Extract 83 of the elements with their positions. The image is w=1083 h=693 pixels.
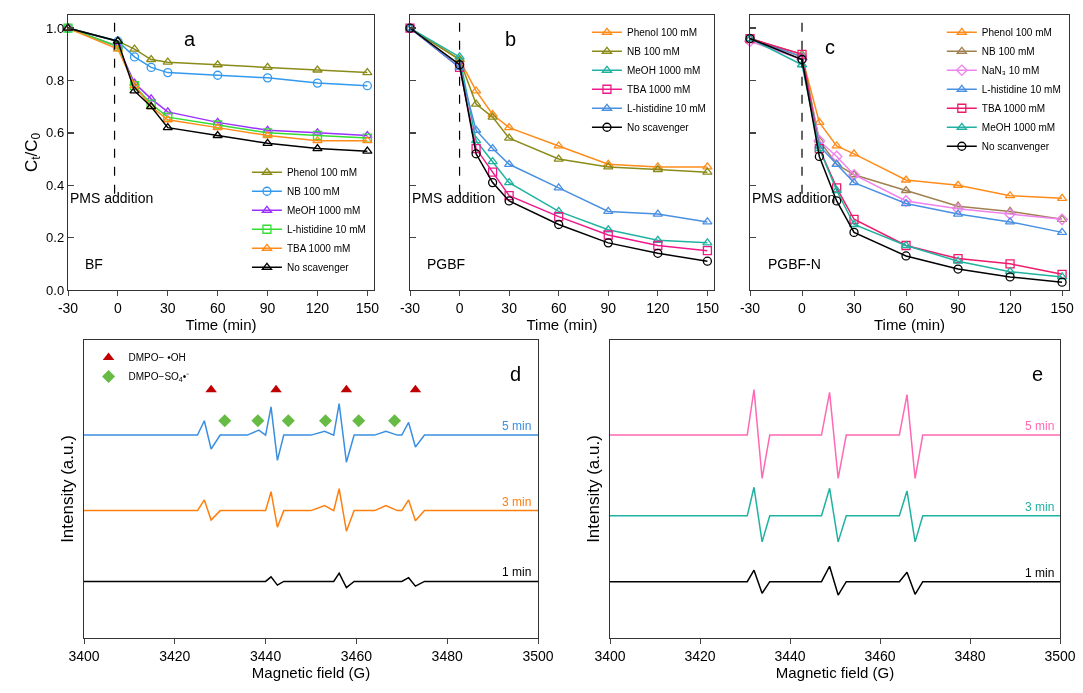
x-tick-label: 3460 [340,648,373,664]
legend-label: No scavenger [286,262,350,274]
x-tick-label: -30 [57,300,79,316]
x-tick-label: 3400 [594,648,626,664]
ref-line-label: PMS addition [412,190,496,206]
x-tick-label: 3480 [954,648,986,664]
x-tick-label: 3480 [431,648,463,664]
x-tick-label: 150 [1050,300,1074,316]
annotation: PGBF [427,256,466,272]
x-tick-label: 120 [646,300,670,316]
x-tick-label: 3500 [1044,648,1076,664]
legend-label: MeOH 1000 mM [981,122,1056,134]
x-tick-label: 3440 [250,648,282,664]
y-tick-label: 0.4 [46,177,65,193]
x-tick-label: -30 [739,300,761,316]
x-tick-label: 30 [159,300,176,316]
x-axis-title: Time (min) [873,316,946,333]
x-axis-title: Time (min) [185,316,257,333]
legend-label: NB 100 mM [626,46,680,58]
x-tick-label: 3420 [159,648,191,664]
series-label: 3 min [1025,500,1055,514]
y-tick-label: 1.0 [46,20,65,36]
legend-label: L-histidine 10 mM [626,103,706,115]
legend-label: TBA 1000 mM [286,243,351,255]
x-tick-label: 0 [113,300,122,316]
y-tick-label: 0.6 [46,125,65,141]
x-tick-label: 60 [898,300,915,316]
legend-label: TBA 1000 mM [626,84,691,96]
y-tick-label: 0.2 [46,230,65,246]
text: d [510,363,522,385]
ref-line-label: PMS addition [70,190,154,206]
legend-label: DMPO−SO$_{4}$•⁻ [128,371,191,384]
legend-label: L-histidine 10 mM [286,224,366,236]
annotation: PGBF-N [768,256,821,272]
x-tick-label: 90 [600,300,617,316]
x-tick-label: 3400 [68,648,100,664]
x-tick-label: 90 [259,300,276,316]
text: e [1032,363,1044,385]
x-tick-label: 0 [798,300,807,316]
legend-label: Phenol 100 mM [981,27,1052,39]
x-tick-label: 120 [998,300,1022,316]
series-label: 1 min [1025,566,1055,580]
x-axis-title: Time (min) [526,316,598,333]
series-label: 3 min [502,495,532,509]
annotation: a [184,28,196,50]
x-tick-label: 150 [355,300,380,316]
annotation: b [505,28,517,50]
series-label: 1 min [502,565,532,579]
x-tick-label: 0 [455,300,464,316]
legend-label: TBA 1000 mM [981,103,1046,115]
x-tick-label: 3500 [522,648,554,664]
x-tick-label: 60 [209,300,226,316]
x-tick-label: 3440 [774,648,806,664]
y-axis-title: Intensity (a.u.) [584,435,604,543]
legend-label: No scavenger [626,122,690,134]
legend-label: NB 100 mM [981,46,1035,58]
annotation: BF [85,256,103,272]
x-tick-label: 150 [695,300,720,316]
legend-label: L-histidine 10 mM [981,84,1061,96]
legend-label: No scanvenger [981,141,1050,153]
legend-label: NB 100 mM [286,186,340,198]
legend-label: MeOH 1000 mM [626,65,701,77]
x-tick-label: 60 [550,300,567,316]
series-label: 5 min [1025,419,1055,433]
legend-label: Phenol 100 mM [286,167,357,179]
x-tick-label: 3420 [684,648,716,664]
legend-label: MeOH 1000 mM [286,205,361,217]
x-tick-label: 30 [501,300,518,316]
x-tick-label: -30 [399,300,421,316]
x-tick-label: 90 [950,300,967,316]
x-axis-title: Magnetic field (G) [251,664,371,681]
annotation: c [825,36,835,58]
legend-label: NaN₃ 10 mM [981,65,1040,77]
x-tick-label: 30 [846,300,863,316]
x-axis-title: Magnetic field (G) [775,664,895,681]
y-tick-label: 0.8 [46,73,65,89]
y-axis-title: Intensity (a.u.) [58,435,78,543]
x-tick-label: 120 [305,300,330,316]
y-tick-label: 0.0 [46,282,65,298]
x-tick-label: 3460 [864,648,896,664]
series-label: 5 min [502,419,532,433]
legend-label: DMPO− •OH [128,352,186,364]
legend-label: Phenol 100 mM [626,27,698,39]
